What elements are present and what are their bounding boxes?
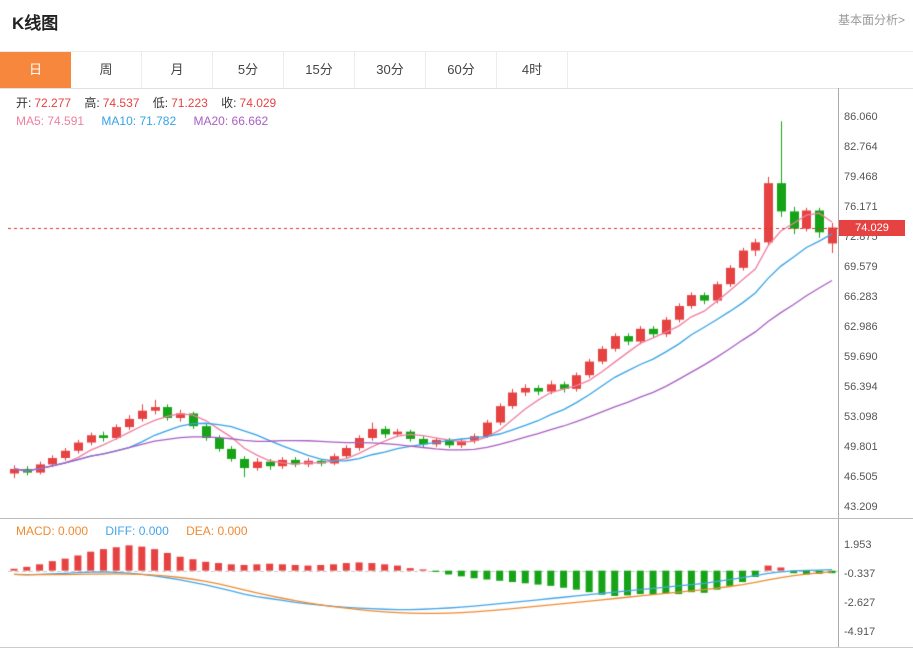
macd-axis-label: -2.627 [844,596,876,609]
price-axis-label: 46.505 [844,471,878,483]
tab-period-1[interactable]: 周 [71,52,142,88]
macd-axis-label: -0.337 [844,567,876,580]
ma5-label: MA5: [16,114,45,128]
price-axis-label: 86.060 [844,111,878,124]
ma10-value: 71.782 [139,114,177,128]
ma-readout: MA5: 74.591 MA10: 71.782 MA20: 66.662 [16,114,282,128]
high-value: 74.537 [102,96,140,110]
tab-period-6[interactable]: 60分 [426,52,497,88]
tab-period-2[interactable]: 月 [142,52,213,88]
open-value: 72.277 [34,96,72,110]
ma20-value: 66.662 [231,114,269,128]
price-axis-label: 69.579 [844,261,878,274]
dea-value: 0.000 [217,524,248,538]
tab-period-5[interactable]: 30分 [355,52,426,88]
price-axis-label: 53.098 [844,411,878,423]
price-axis-label: 43.209 [844,500,878,513]
price-axis-label: 82.764 [844,141,878,154]
current-price-tag: 74.029 [839,219,905,236]
price-axis-divider [838,88,839,648]
macd-axis-label: 1.953 [844,538,872,551]
bottom-border [0,647,913,648]
macd-label: MACD: [16,524,55,538]
ma5-value: 74.591 [47,114,85,128]
price-axis-label: 56.394 [844,381,878,393]
low-label: 低: [152,96,169,110]
tab-period-0[interactable]: 日 [0,52,71,88]
ma10-label: MA10: [101,114,137,128]
ohlc-readout: 开: 72.277 高: 74.537 低: 71.223 收: 74.029 [16,94,276,111]
page-title: K线图 [12,14,59,33]
macd-readout: MACD: 0.000 DIFF: 0.000 DEA: 0.000 [16,524,262,538]
ma20-label: MA20: [193,114,229,128]
macd-chart[interactable] [8,518,838,648]
tab-period-3[interactable]: 5分 [213,52,284,88]
dea-label: DEA: [186,524,215,538]
close-value: 74.029 [239,96,277,110]
open-label: 开: [16,96,32,110]
price-axis-label: 59.690 [844,351,878,363]
panel-divider [0,518,913,519]
candlestick-chart[interactable] [8,88,838,518]
price-axis-label: 79.468 [844,171,878,184]
price-axis-label: 49.801 [844,441,878,453]
tab-period-4[interactable]: 15分 [284,52,355,88]
price-axis-label: 76.171 [844,201,878,214]
price-axis-label: 62.986 [844,321,878,334]
diff-label: DIFF: [105,524,136,538]
diff-value: 0.000 [138,524,169,538]
macd-axis-label: -4.917 [844,625,876,638]
low-value: 71.223 [171,96,208,110]
tab-period-7[interactable]: 4时 [497,52,568,88]
high-label: 高: [84,96,100,110]
close-label: 收: [221,96,237,110]
price-axis-label: 66.283 [844,291,878,303]
fundamental-analysis-link[interactable]: 基本面分析> [837,13,905,27]
period-tabs: 日周月 5分 15分 30分 60分 4时 [0,51,913,89]
macd-value: 0.000 [58,524,89,538]
